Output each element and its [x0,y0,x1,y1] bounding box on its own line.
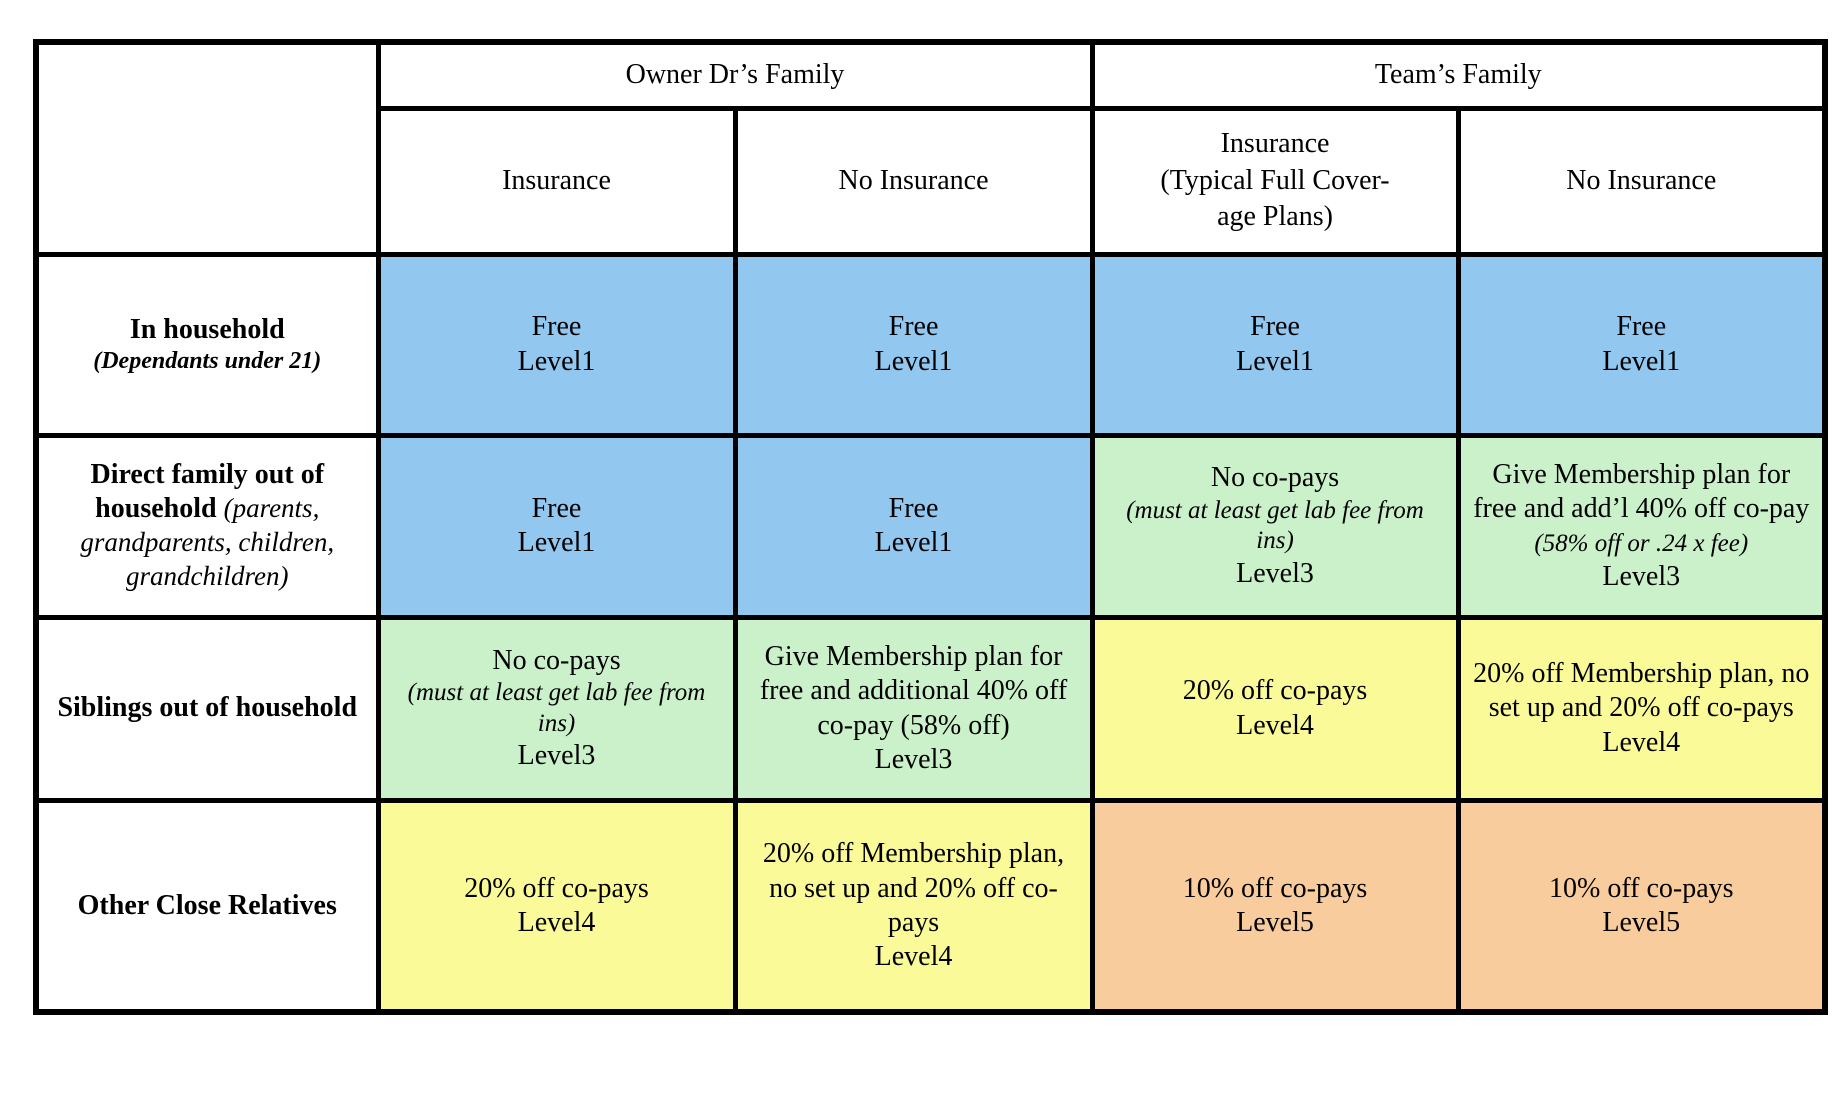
group-header-owner-family: Owner Dr’s Family [375,39,1095,111]
family-discount-table: Owner Dr’s Family Team’s Family Insuranc… [33,39,1829,1015]
cell-other-relatives-team-no-insurance: 10% off co-pays Level5 [1455,797,1828,1015]
cell-main-text: 20% off Membership plan, no set up and 2… [1473,658,1810,724]
cell-other-relatives-team-insurance: 10% off co-pays Level5 [1089,797,1461,1015]
cell-note: (must at least get lab fee from ins) [1126,496,1424,555]
cell-main-text: Free [888,492,939,524]
cell-direct-family-owner-insurance: Free Level1 [375,432,738,620]
cell-level: Level5 [1236,906,1314,938]
table-row-siblings: Siblings out of household No co-pays (mu… [33,614,1828,803]
cell-siblings-team-no-insurance: 20% off Membership plan, no set up and 2… [1455,614,1828,803]
cell-main-text: 20% off Membership plan, no set up and 2… [762,838,1065,938]
cell-level: Level4 [1602,726,1681,758]
cell-direct-family-owner-no-insurance: Free Level1 [732,432,1095,620]
corner-cell [33,39,381,257]
header-column-row: Insurance No Insurance Insurance (Typica… [36,105,1828,257]
family-discount-table-container: Owner Dr’s Family Team’s Family Insuranc… [33,39,1829,1015]
cell-other-relatives-owner-no-insurance: 20% off Membership plan, no set up and 2… [732,797,1095,1015]
cell-level: Level1 [517,345,596,377]
cell-level: Level3 [517,740,596,771]
table-row-in-household: In household (Dependants under 21) Free … [33,251,1828,438]
column-header-owner-no-insurance: No Insurance [732,105,1095,257]
cell-direct-family-team-no-insurance: Give Membership plan for free and add’l … [1455,432,1828,620]
row-label-subtitle: (Dependants under 21) [93,347,322,374]
header-group-row: Owner Dr’s Family Team’s Family [33,39,1828,257]
row-label-siblings: Siblings out of household [33,614,381,803]
row-label-direct-family: Direct family out of household (parents,… [33,432,381,620]
cell-level: Level4 [874,940,953,972]
column-header-team-insurance: Insurance (Typical Full Cover- age Plans… [1089,105,1461,257]
cell-level: Level5 [1602,906,1681,938]
cell-note: (58% off or .24 x fee) [1534,530,1749,557]
cell-main-text: Give Membership plan for free and additi… [759,641,1068,741]
cell-main-text: 10% off co-pays [1182,872,1368,904]
cell-in-household-team-insurance: Free Level1 [1089,251,1461,438]
cell-level: Level4 [1236,709,1314,741]
column-header-team-no-insurance: No Insurance [1455,105,1828,257]
cell-level: Level3 [1602,561,1681,593]
cell-siblings-owner-no-insurance: Give Membership plan for free and additi… [732,614,1095,803]
row-label-title: Other Close Relatives [77,889,337,921]
table-row-other-relatives: Other Close Relatives 20% off co-pays Le… [33,797,1828,1015]
cell-in-household-owner-insurance: Free Level1 [375,251,738,438]
table-row-direct-family: Direct family out of household (parents,… [33,432,1828,620]
cell-other-relatives-owner-insurance: 20% off co-pays Level4 [375,797,738,1015]
cell-main-text: Free [531,492,582,524]
row-label-other-relatives: Other Close Relatives [33,797,381,1015]
cell-in-household-owner-no-insurance: Free Level1 [732,251,1095,438]
cell-main-text: Free [1616,311,1667,343]
cell-main-text: Free [1250,311,1300,343]
cell-level: Level4 [517,906,596,938]
cell-in-household-team-no-insurance: Free Level1 [1455,251,1828,438]
cell-note: (must at least get lab fee from ins) [407,679,706,737]
row-label-subtitle: (parents, grandparents, children, grandc… [80,492,335,592]
row-label-title: Direct family out of household [90,458,325,524]
column-header-owner-insurance: Insurance [375,105,738,257]
cell-level: Level1 [874,527,953,558]
cell-main-text: 20% off co-pays [1182,675,1368,707]
cell-main-text: No co-pays [1210,462,1340,494]
cell-siblings-team-insurance: 20% off co-pays Level4 [1089,614,1461,803]
cell-level: Level1 [1602,345,1681,377]
cell-main-text: No co-pays [492,644,621,676]
cell-level: Level3 [874,743,953,775]
cell-direct-family-team-insurance: No co-pays (must at least get lab fee fr… [1089,432,1461,620]
cell-level: Level1 [517,527,596,558]
row-label-title: Siblings out of household [57,692,358,724]
cell-siblings-owner-insurance: No co-pays (must at least get lab fee fr… [375,614,738,803]
group-header-team-family: Team’s Family [1089,39,1828,111]
cell-main-text: 20% off co-pays [464,872,649,904]
cell-level: Level3 [1236,557,1314,589]
cell-main-text: Free [888,311,939,343]
cell-main-text: Free [531,311,582,343]
cell-level: Level1 [1236,345,1314,377]
cell-main-text: Give Membership plan for free and add’l … [1473,458,1810,524]
row-label-in-household: In household (Dependants under 21) [33,251,381,438]
cell-main-text: 10% off co-pays [1549,872,1734,904]
cell-level: Level1 [874,345,953,377]
row-label-title: In household [129,313,285,345]
